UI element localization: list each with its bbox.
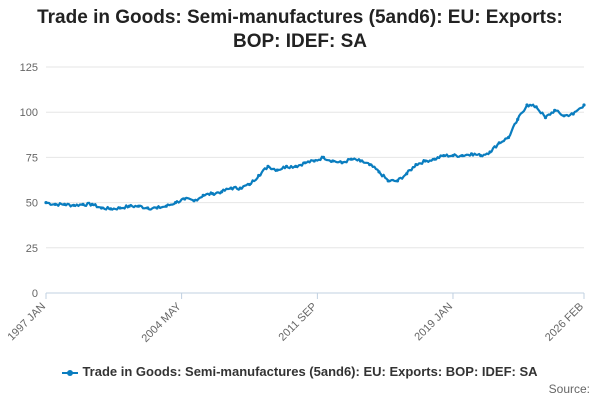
data-point[interactable]: [90, 202, 94, 206]
data-point[interactable]: [497, 141, 501, 145]
data-point[interactable]: [368, 163, 372, 167]
x-tick-label: 1997 JAN: [5, 301, 48, 344]
data-point[interactable]: [284, 164, 289, 168]
data-point[interactable]: [164, 204, 168, 208]
data-point[interactable]: [377, 170, 381, 174]
data-point[interactable]: [127, 204, 131, 208]
series-line[interactable]: [45, 103, 585, 211]
data-point[interactable]: [62, 202, 67, 206]
x-tick-label: 2011 SEP: [277, 301, 320, 344]
legend-line-marker-icon: [62, 368, 79, 378]
data-point[interactable]: [423, 159, 427, 163]
data-point[interactable]: [331, 159, 335, 163]
data-point[interactable]: [229, 186, 233, 190]
x-tick-label: 2019 JAN: [412, 301, 455, 344]
data-point[interactable]: [109, 207, 113, 211]
data-point[interactable]: [155, 206, 159, 210]
data-point[interactable]: [192, 199, 196, 203]
data-point[interactable]: [534, 105, 538, 109]
y-tick-label: 125: [20, 62, 38, 74]
data-point[interactable]: [312, 159, 316, 163]
y-tick-label: 25: [26, 243, 38, 255]
data-point[interactable]: [516, 117, 520, 121]
data-point[interactable]: [321, 155, 326, 159]
data-point[interactable]: [220, 190, 224, 194]
y-tick-label: 100: [20, 107, 38, 119]
data-point[interactable]: [488, 150, 492, 154]
data-point[interactable]: [136, 204, 141, 208]
data-point[interactable]: [405, 172, 409, 176]
data-point[interactable]: [414, 163, 418, 167]
data-point[interactable]: [72, 203, 76, 207]
data-point[interactable]: [479, 154, 483, 158]
data-point[interactable]: [173, 201, 178, 205]
data-point[interactable]: [553, 108, 557, 112]
data-point[interactable]: [432, 157, 437, 161]
chart-title: Trade in Goods: Semi-manufactures (5and6…: [20, 6, 580, 54]
data-point[interactable]: [340, 161, 344, 165]
data-point[interactable]: [257, 173, 261, 178]
data-point[interactable]: [525, 103, 529, 107]
data-point[interactable]: [275, 168, 279, 172]
y-tick-label: 50: [26, 198, 38, 210]
data-point[interactable]: [451, 154, 455, 158]
source-label: Source:: [548, 382, 590, 396]
data-point[interactable]: [349, 157, 353, 161]
legend[interactable]: Trade in Goods: Semi-manufactures (5and6…: [0, 364, 600, 379]
data-point[interactable]: [543, 116, 548, 120]
data-point[interactable]: [395, 179, 400, 183]
tick-labels: 0 25 50 75 100 125 1997 JAN 2004 MAY 2011 SEP 201…: [5, 62, 586, 345]
data-point[interactable]: [266, 164, 270, 168]
data-point[interactable]: [81, 202, 85, 206]
x-tick-label: 2026 FEB: [543, 301, 586, 344]
data-point[interactable]: [294, 164, 298, 168]
data-point[interactable]: [146, 206, 150, 210]
legend-label: Trade in Goods: Semi-manufactures (5and6…: [82, 364, 538, 379]
chart-title-line-2: BOP: IDEF: SA: [232, 31, 368, 52]
data-point[interactable]: [442, 154, 446, 158]
chart-title-line-1: Trade in Goods: Semi-manufactures (5and6…: [37, 7, 563, 28]
axes: [45, 292, 585, 299]
x-tick-label: 2004 MAY: [139, 300, 184, 345]
data-point[interactable]: [247, 182, 252, 187]
data-point[interactable]: [53, 202, 57, 206]
data-point[interactable]: [118, 206, 122, 210]
data-point[interactable]: [44, 201, 48, 205]
data-point[interactable]: [210, 192, 215, 196]
y-tick-label: 0: [32, 288, 38, 300]
series-layer: [44, 103, 586, 211]
data-point[interactable]: [386, 179, 390, 183]
data-point[interactable]: [571, 112, 575, 116]
y-tick-label: 75: [26, 152, 38, 164]
data-point[interactable]: [358, 159, 363, 163]
data-point[interactable]: [582, 103, 586, 107]
data-point[interactable]: [460, 154, 464, 158]
grid-lines: [46, 66, 584, 249]
data-point[interactable]: [506, 135, 511, 140]
data-point[interactable]: [99, 206, 104, 210]
data-point[interactable]: [562, 114, 566, 118]
data-point[interactable]: [238, 186, 242, 190]
data-point[interactable]: [201, 193, 205, 197]
data-point[interactable]: [303, 161, 307, 165]
data-point[interactable]: [183, 197, 187, 201]
data-point[interactable]: [469, 152, 474, 156]
